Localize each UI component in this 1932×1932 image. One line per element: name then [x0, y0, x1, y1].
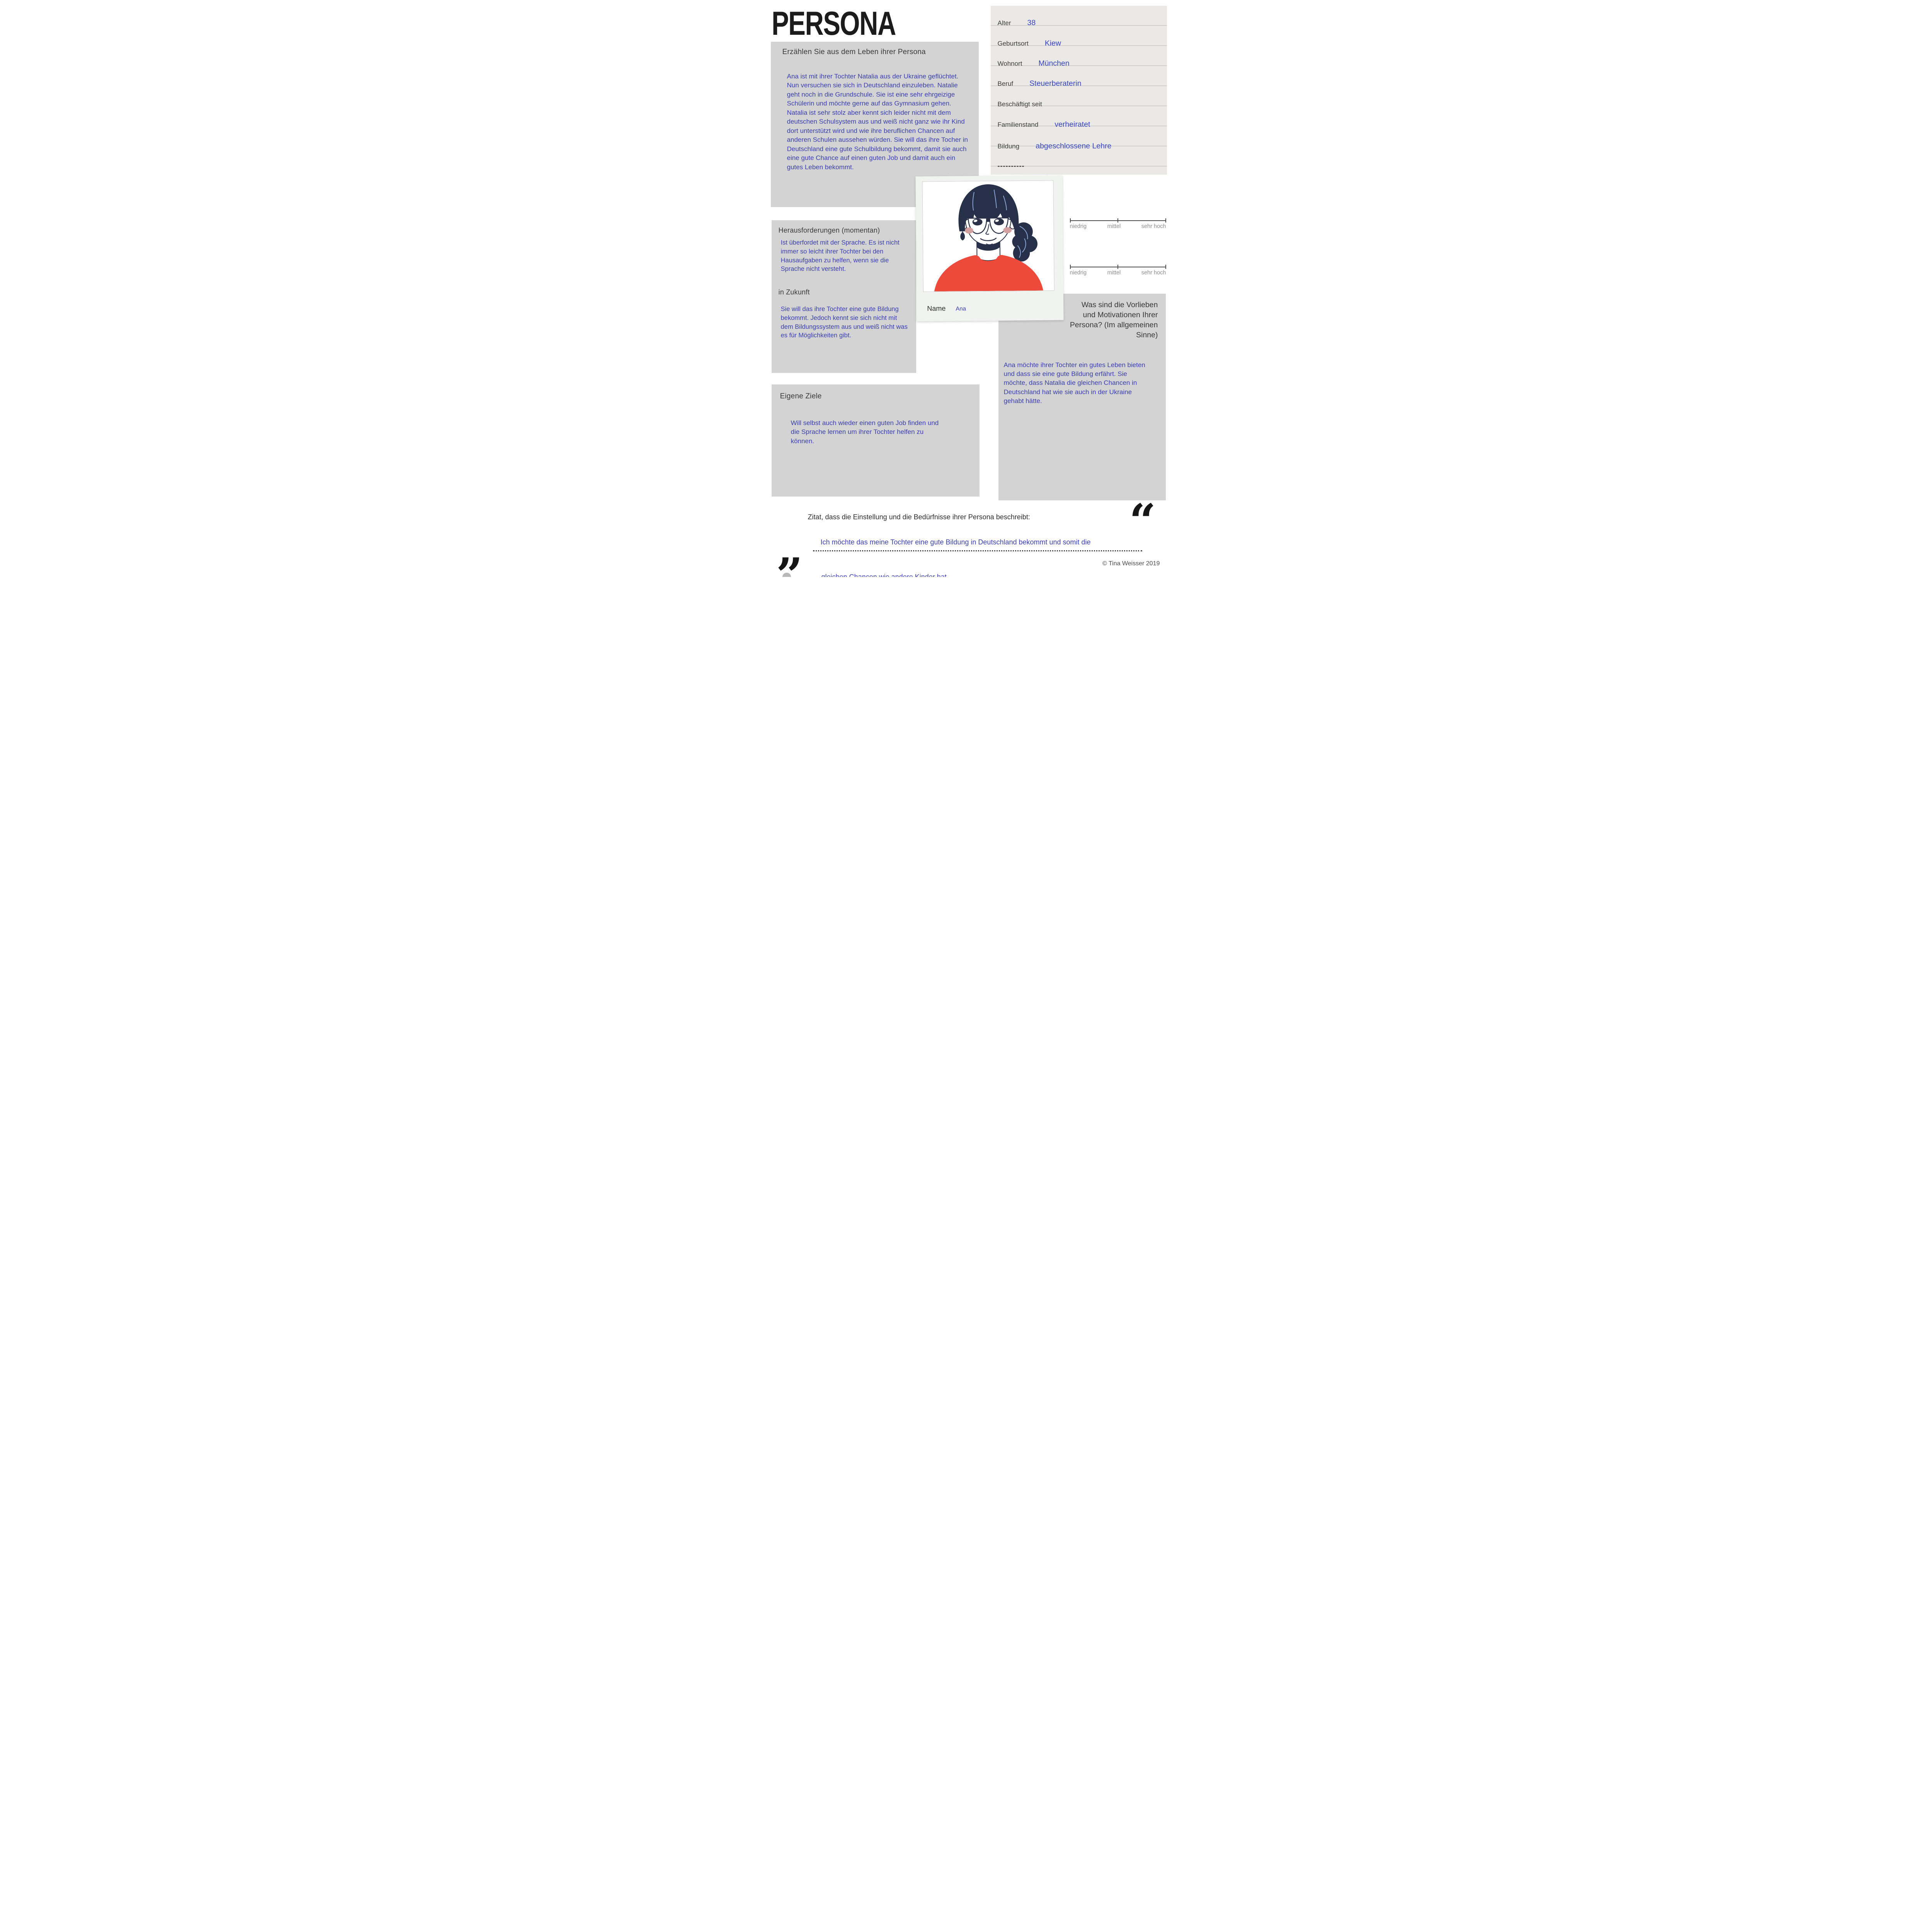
quote-heading: Zitat, dass die Einstellung und die Bedü… — [808, 513, 1030, 521]
red-shirt — [934, 255, 1043, 292]
field-value: Steuerberaterin — [1029, 79, 1082, 88]
field-label: Beruf — [997, 80, 1014, 87]
woman-portrait-illustration — [922, 180, 1054, 292]
challenges-text: Ist überfordet mit der Sprache. Es ist n… — [781, 239, 900, 273]
profile-form-card: Alter 38 Geburtsort Kiew Wohnort München… — [990, 6, 1167, 175]
life-story-card: Erzählen Sie aus dem Leben ihrer Persona… — [770, 42, 979, 207]
scale-label-high: sehr hoch — [1141, 223, 1166, 230]
scale-tick — [1117, 265, 1118, 269]
field-value: München — [1038, 59, 1070, 68]
profile-row: Alter 38 — [998, 19, 1036, 27]
quote-line-1: Ich möchte das meine Tochter eine gute B… — [820, 538, 1091, 546]
future-text: Sie will das ihre Tochter eine gute Bild… — [781, 306, 908, 339]
nose-and-mouth — [980, 224, 997, 245]
scale-tick — [1117, 218, 1118, 223]
scale-tick — [1165, 265, 1166, 269]
motivations-card: Was sind die Vorlieben und Motivationen … — [998, 294, 1166, 500]
name-label: Name — [927, 304, 946, 313]
scale-label-low: niedrig — [1070, 223, 1087, 230]
field-label: Geburtsort — [997, 40, 1029, 47]
profile-row: Wohnort München — [998, 59, 1070, 68]
photo-name-row: Name Ana — [927, 304, 966, 313]
field-label: Wohnort — [997, 60, 1022, 67]
profile-row: Familienstand verheiratet — [998, 120, 1090, 129]
scale-tick — [1070, 265, 1071, 269]
field-label: Familienstand — [997, 121, 1039, 128]
name-value: Ana — [955, 305, 966, 312]
field-value: verheiratet — [1054, 120, 1090, 129]
close-quote-icon: ” — [776, 548, 803, 577]
rating-scale-1: niedrig mittel sehr hoch — [1070, 218, 1166, 230]
empty-field-dashes: ---------- — [997, 162, 1025, 170]
profile-row: Beruf Steuerberaterin — [998, 79, 1082, 88]
quote-line-2: gleichen Chancen wie andere Kinder hat. — [821, 573, 949, 577]
rating-scale-2: niedrig mittel sehr hoch — [1070, 265, 1166, 276]
scale-label-mid: mittel — [1107, 270, 1121, 276]
open-quote-icon: “ — [1129, 494, 1156, 548]
future-heading: in Zukunft — [778, 288, 810, 296]
persona-worksheet: PERSONA Erzählen Sie aus dem Leben ihrer… — [765, 0, 1167, 577]
motivations-text: Ana möchte ihrer Tochter ein gutes Leben… — [1003, 361, 1145, 405]
page-title: PERSONA — [771, 5, 896, 42]
copyright-note: © Tina Weisser 2019 — [1102, 560, 1160, 567]
bangs-highlight-strands — [972, 189, 1007, 211]
field-value: Kiew — [1044, 39, 1061, 48]
field-label: Bildung — [997, 143, 1020, 150]
profile-row: Geburtsort Kiew — [998, 39, 1061, 48]
life-story-text: Ana ist mit ihrer Tochter Natalia aus de… — [787, 73, 968, 171]
scale-tick — [1165, 218, 1166, 223]
scale-label-mid: mittel — [1107, 223, 1121, 230]
persona-portrait — [922, 180, 1054, 292]
page-corner-dot — [782, 573, 791, 577]
goals-text: Will selbst auch wieder einen guten Job … — [791, 419, 939, 445]
challenges-card: Herausforderungen (momentan) Ist überfor… — [771, 220, 916, 373]
quote-rule-1 — [813, 550, 1142, 551]
field-label: Alter — [997, 19, 1011, 27]
goals-card: Eigene Ziele Will selbst auch wieder ein… — [771, 384, 980, 497]
field-label: Beschäftigt seit — [997, 100, 1042, 108]
eyes — [972, 218, 1004, 226]
field-value: 38 — [1027, 19, 1036, 27]
scale-label-low: niedrig — [1070, 270, 1087, 276]
cheeks — [964, 227, 1012, 234]
field-value: abgeschlossene Lehre — [1036, 142, 1112, 150]
profile-row: Bildung abgeschlossene Lehre — [998, 142, 1112, 151]
motivations-heading: Was sind die Vorlieben und Motivationen … — [1070, 301, 1158, 340]
bun-highlight-strands — [1017, 226, 1028, 258]
goals-heading: Eigene Ziele — [780, 392, 822, 400]
scale-label-high: sehr hoch — [1141, 270, 1166, 276]
scale-tick — [1070, 218, 1071, 223]
challenges-heading: Herausforderungen (momentan) — [778, 226, 880, 234]
life-story-heading: Erzählen Sie aus dem Leben ihrer Persona — [782, 48, 926, 56]
persona-photo-card: Name Ana — [915, 175, 1064, 321]
profile-row: Beschäftigt seit — [998, 100, 1058, 108]
scale-line — [1070, 218, 1166, 223]
